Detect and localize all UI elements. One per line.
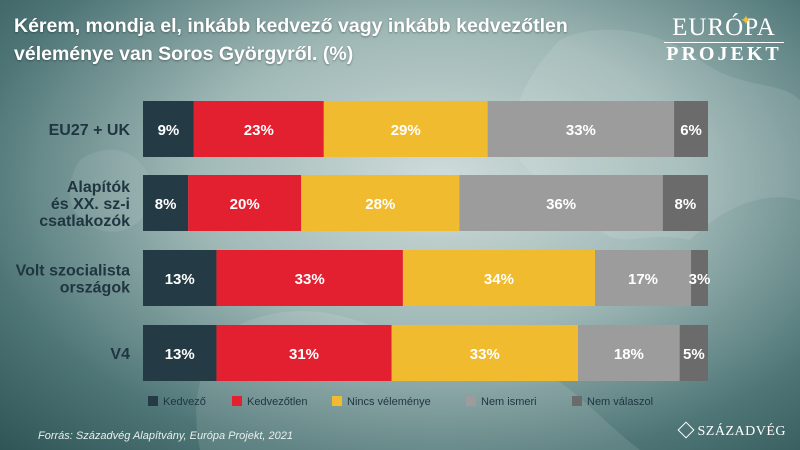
legend-swatch [466, 396, 476, 406]
bar-segment [193, 101, 324, 157]
data-label: 28% [365, 196, 395, 213]
category-label: V4 [110, 346, 130, 363]
bar-segment [679, 325, 708, 381]
bar-segment [487, 101, 675, 157]
logo-line-1: EURÓPA [672, 14, 776, 41]
bar-segment [301, 175, 460, 231]
source-note: Forrás: Századvég Alapítvány, Európa Pro… [38, 430, 293, 442]
data-label: 23% [244, 122, 274, 139]
chart-title: Kérem, mondja el, inkább kedvező vagy in… [14, 15, 568, 65]
bar-segment [216, 250, 403, 306]
legend-label: Nem válaszol [587, 396, 653, 408]
data-label: 8% [675, 196, 697, 213]
data-label: 5% [683, 346, 705, 363]
data-label: 13% [165, 271, 195, 288]
bar-segment [402, 250, 595, 306]
legend-label: Nem ismeri [481, 396, 537, 408]
szazadveg-brand: SZÁZADVÉG [677, 421, 787, 440]
data-label: 8% [155, 196, 177, 213]
data-label: 33% [470, 346, 500, 363]
bar-segment [323, 101, 488, 157]
data-label: 33% [566, 122, 596, 139]
data-label: 3% [689, 271, 711, 288]
legend-swatch [148, 396, 158, 406]
data-label: 6% [680, 122, 702, 139]
bar-segment [662, 175, 708, 231]
legend-swatch [232, 396, 242, 406]
category-label: EU27 + UK [49, 122, 131, 139]
data-label: 9% [158, 122, 180, 139]
legend-swatch [572, 396, 582, 406]
bar-segment [674, 101, 708, 157]
category-label: csatlakozók [39, 213, 130, 230]
bar-segment [143, 175, 189, 231]
category-label: Volt szocialista [16, 263, 131, 280]
data-label: 20% [230, 196, 260, 213]
legend-label: Nincs véleménye [347, 396, 431, 408]
category-label: Alapítók [67, 179, 130, 196]
diamond-icon [677, 421, 694, 439]
star-icon: ✦ [740, 12, 752, 28]
bar-segment [391, 325, 579, 381]
bar-segment [188, 175, 302, 231]
bar-segment [143, 250, 217, 306]
legend-label: Kedvező [163, 396, 206, 408]
europa-projekt-logo: ✦ EURÓPA PROJEKT [664, 12, 784, 70]
data-label: 36% [546, 196, 576, 213]
logo-line-2: PROJEKT [664, 42, 784, 65]
category-label: országok [60, 280, 130, 297]
data-label: 29% [391, 122, 421, 139]
data-label: 17% [628, 271, 658, 288]
category-label: és XX. sz-i [51, 196, 130, 213]
data-label: 33% [295, 271, 325, 288]
bar-segment [143, 101, 194, 157]
bar-segment [143, 325, 217, 381]
brand-label: SZÁZADVÉG [697, 424, 786, 439]
bar-segment [459, 175, 663, 231]
data-label: 13% [165, 346, 195, 363]
data-label: 34% [484, 271, 514, 288]
bar-segment [595, 250, 692, 306]
data-label: 31% [289, 346, 319, 363]
legend-swatch [332, 396, 342, 406]
data-label: 18% [614, 346, 644, 363]
bar-segment [691, 250, 708, 306]
legend-label: Kedvezőtlen [247, 396, 308, 408]
bar-segment [578, 325, 680, 381]
bar-segment [216, 325, 392, 381]
